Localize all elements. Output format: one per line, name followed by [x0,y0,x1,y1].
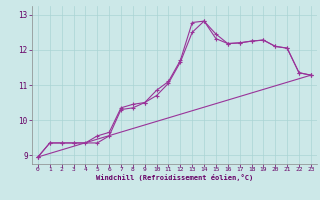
X-axis label: Windchill (Refroidissement éolien,°C): Windchill (Refroidissement éolien,°C) [96,174,253,181]
